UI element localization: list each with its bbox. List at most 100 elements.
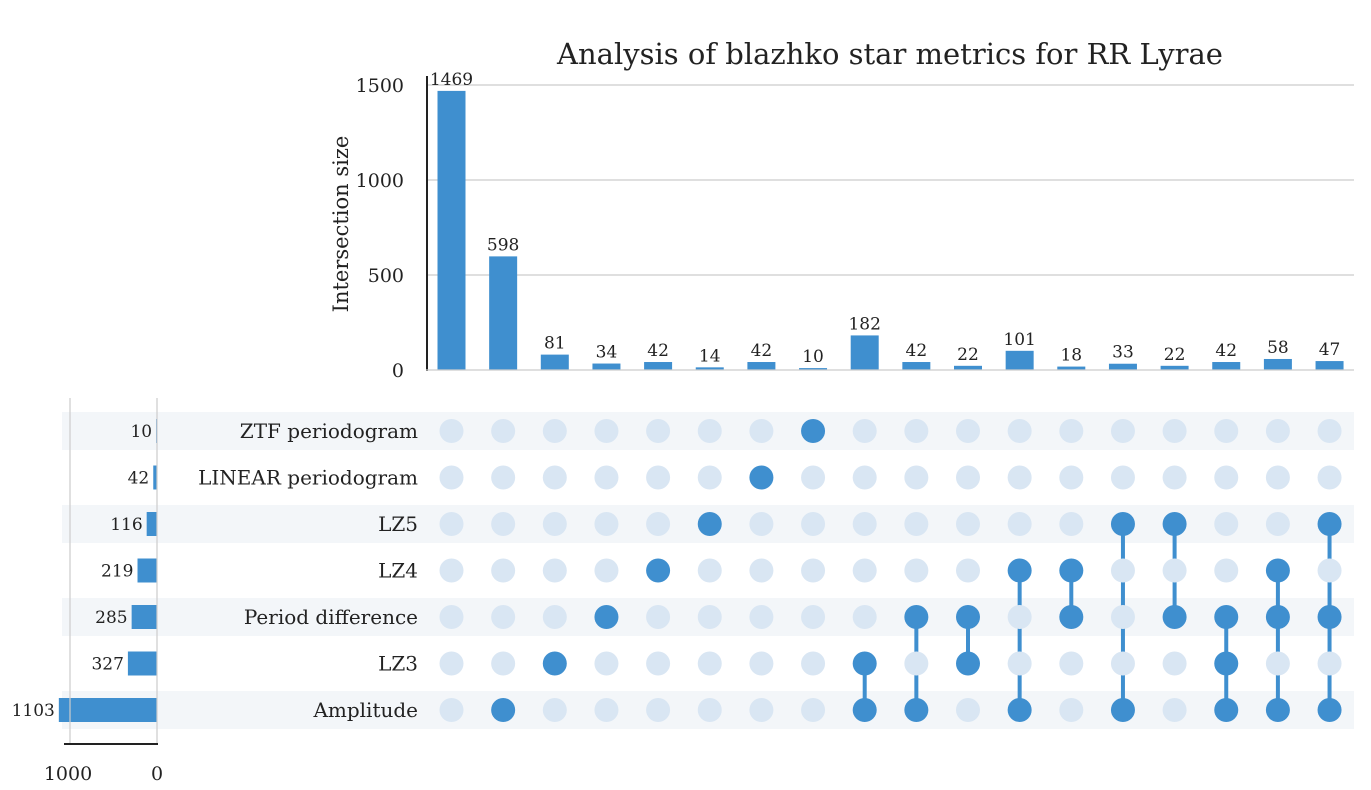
axes (426, 76, 1354, 371)
membership-dot-inactive (956, 512, 980, 536)
intersection-bar (1160, 365, 1189, 370)
membership-dot-inactive (491, 465, 516, 490)
membership-dot-inactive (594, 651, 619, 676)
set-size-label: 10 (130, 422, 152, 442)
membership-dot-inactive (956, 698, 980, 722)
intersection-bar (695, 367, 724, 370)
set-size-axis: 1000 0 (44, 398, 163, 785)
membership-dot-inactive (1214, 558, 1239, 583)
intersection-bar (747, 362, 776, 370)
membership-dot-active (904, 698, 929, 722)
intersection-bar (850, 335, 879, 370)
membership-dot-inactive (1214, 512, 1239, 536)
membership-dot-active (749, 465, 774, 490)
intersection-bar (799, 368, 828, 370)
set-size-bars (58, 419, 157, 722)
membership-dot-inactive (697, 465, 722, 490)
membership-dot-inactive (749, 605, 774, 629)
membership-dot-inactive (1317, 651, 1342, 676)
membership-dot-active (1007, 558, 1032, 583)
membership-dot-inactive (904, 465, 929, 490)
membership-dot-inactive (1317, 558, 1342, 583)
membership-dot-inactive (646, 698, 671, 722)
set-size-bar (58, 698, 157, 722)
y-axis-ticks: 0 500 1000 1500 (356, 75, 404, 382)
membership-dot-inactive (852, 558, 877, 583)
membership-dot-inactive (801, 465, 826, 490)
membership-dot-active (1317, 698, 1342, 722)
membership-dot-active (594, 605, 619, 629)
membership-dot-inactive (801, 651, 826, 676)
membership-dot-inactive (1007, 512, 1032, 536)
membership-dot-inactive (749, 512, 774, 536)
intersection-value-label: 10 (802, 347, 824, 367)
membership-dot-inactive (697, 698, 722, 722)
membership-dot-active (1110, 698, 1135, 722)
membership-dot-inactive (1317, 465, 1342, 490)
membership-dot-inactive (1317, 419, 1342, 443)
membership-dot-inactive (1265, 465, 1290, 490)
membership-dot-inactive (1214, 419, 1239, 443)
membership-dot-inactive (439, 465, 464, 490)
membership-dot-inactive (1110, 558, 1135, 583)
membership-dot-inactive (801, 558, 826, 583)
membership-dot-inactive (1214, 465, 1239, 490)
membership-dot-inactive (542, 558, 567, 583)
intersection-bar (1315, 361, 1344, 370)
membership-dot-active (852, 651, 877, 676)
membership-dot-inactive (1059, 419, 1084, 443)
set-size-bar (153, 465, 157, 490)
intersection-value-label: 58 (1267, 338, 1289, 358)
intersection-bar (644, 362, 673, 370)
membership-dot-active (904, 605, 929, 629)
membership-dot-inactive (646, 512, 671, 536)
membership-dot-inactive (852, 465, 877, 490)
intersection-bars (437, 90, 1344, 370)
intersection-value-label: 42 (1215, 341, 1237, 361)
intersection-bar (592, 363, 621, 370)
membership-dot-inactive (594, 512, 619, 536)
membership-dot-inactive (1110, 465, 1135, 490)
membership-dot-active (1059, 558, 1084, 583)
set-name-label: LZ3 (378, 652, 418, 676)
membership-dot-inactive (697, 605, 722, 629)
membership-dot-inactive (491, 651, 516, 676)
y-tick-label: 500 (368, 265, 404, 287)
membership-dot-inactive (1162, 558, 1187, 583)
membership-dot-inactive (749, 698, 774, 722)
set-size-label: 42 (128, 469, 150, 489)
membership-dot-inactive (697, 419, 722, 443)
membership-dot-inactive (852, 605, 877, 629)
membership-dot-inactive (1110, 419, 1135, 443)
membership-dot-active (956, 605, 980, 629)
membership-dot-active (542, 651, 567, 676)
y-tick-label: 1000 (356, 170, 404, 192)
membership-dot-active (1059, 605, 1084, 629)
membership-dot-inactive (1007, 605, 1032, 629)
set-name-label: LINEAR periodogram (198, 466, 418, 490)
membership-dot-active (491, 698, 516, 722)
membership-dot-inactive (542, 605, 567, 629)
intersection-value-label: 18 (1060, 346, 1082, 366)
set-size-label: 327 (91, 655, 123, 675)
membership-dot-inactive (542, 512, 567, 536)
membership-dot-active (1265, 558, 1290, 583)
membership-dot-active (1007, 698, 1032, 722)
intersection-value-label: 81 (544, 334, 566, 354)
membership-dot-inactive (594, 698, 619, 722)
membership-dot-inactive (542, 419, 567, 443)
membership-dot-inactive (1059, 465, 1084, 490)
intersection-value-label: 182 (848, 314, 880, 334)
membership-dot-inactive (904, 512, 929, 536)
membership-dot-inactive (542, 465, 567, 490)
set-size-label: 116 (110, 515, 142, 535)
membership-dot-active (852, 698, 877, 722)
intersection-value-label: 42 (647, 341, 669, 361)
intersection-bar (1057, 366, 1086, 370)
membership-dot-active (1110, 512, 1135, 536)
intersection-value-label: 598 (487, 235, 519, 255)
set-names: ZTF periodogram LINEAR periodogram LZ5 LZ4 P… (198, 419, 418, 722)
membership-dot-active (697, 512, 722, 536)
membership-dot-active (1162, 605, 1187, 629)
